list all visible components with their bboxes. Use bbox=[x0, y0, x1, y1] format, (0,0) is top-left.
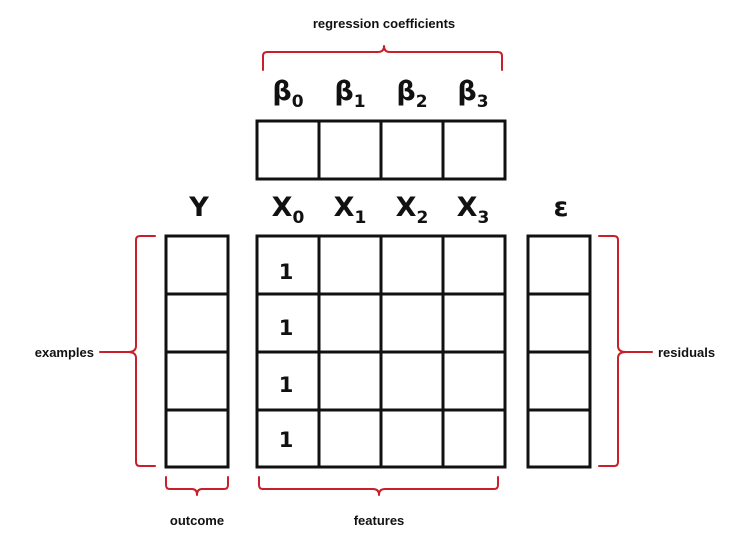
outcome-vector bbox=[164, 234, 230, 469]
intercept-value: 1 bbox=[279, 260, 294, 284]
feature-cell bbox=[317, 292, 383, 354]
feature-matrix bbox=[255, 234, 507, 469]
coefficients-bracket bbox=[262, 45, 503, 71]
label-features: features bbox=[354, 513, 405, 528]
x-3-label: X3 bbox=[457, 192, 490, 228]
coefficient-cell bbox=[317, 119, 383, 181]
feature-cell bbox=[379, 350, 445, 412]
feature-cell bbox=[379, 408, 445, 469]
x-2-label: X2 bbox=[396, 192, 429, 228]
outcome-symbol: Y bbox=[188, 192, 209, 223]
intercept-value: 1 bbox=[279, 316, 294, 340]
outcome-bracket bbox=[165, 476, 229, 496]
feature-cell bbox=[441, 408, 507, 469]
beta-0-label: β0 bbox=[272, 76, 303, 112]
intercept-value: 1 bbox=[279, 373, 294, 397]
x-1-label: X1 bbox=[334, 192, 367, 228]
x-0-label: X0 bbox=[272, 192, 305, 228]
label-regression-coefficients: regression coefficients bbox=[313, 16, 455, 31]
feature-cell bbox=[317, 408, 383, 469]
coefficient-cell bbox=[441, 119, 507, 181]
label-outcome: outcome bbox=[170, 513, 224, 528]
beta-1-label: β1 bbox=[334, 76, 365, 112]
residual-vector bbox=[526, 234, 592, 469]
outcome-cell bbox=[164, 350, 230, 412]
outcome-cell bbox=[164, 408, 230, 469]
residual-cell bbox=[526, 408, 592, 469]
coefficient-vector bbox=[255, 119, 507, 181]
residual-cell bbox=[526, 350, 592, 412]
intercept-value: 1 bbox=[279, 428, 294, 452]
feature-cell bbox=[317, 234, 383, 296]
residual-cell bbox=[526, 234, 592, 296]
feature-cell bbox=[441, 292, 507, 354]
coefficient-cell bbox=[379, 119, 445, 181]
feature-cell bbox=[317, 350, 383, 412]
label-examples: examples bbox=[35, 345, 94, 360]
coefficient-cell bbox=[255, 119, 321, 181]
label-residuals: residuals bbox=[658, 345, 715, 360]
feature-cell bbox=[379, 234, 445, 296]
residuals-bracket bbox=[598, 235, 627, 467]
feature-cell bbox=[379, 292, 445, 354]
outcome-cell bbox=[164, 292, 230, 354]
outcome-cell bbox=[164, 234, 230, 296]
feature-cell bbox=[441, 234, 507, 296]
residual-symbol: ε bbox=[553, 192, 568, 223]
residual-cell bbox=[526, 292, 592, 354]
examples-bracket bbox=[127, 235, 156, 467]
beta-2-label: β2 bbox=[396, 76, 427, 112]
feature-cell bbox=[441, 350, 507, 412]
features-bracket bbox=[258, 476, 499, 496]
beta-3-label: β3 bbox=[457, 76, 488, 112]
